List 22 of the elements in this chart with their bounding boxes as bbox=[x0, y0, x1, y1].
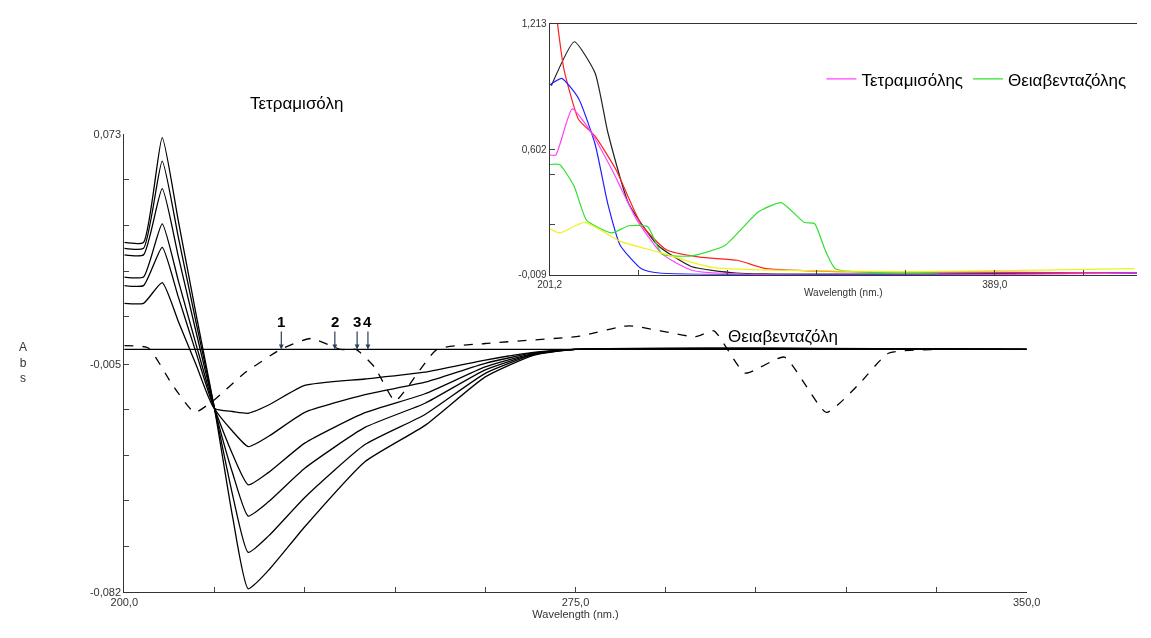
y-tick-label: -0,082 bbox=[89, 585, 122, 598]
x-axis-title: Wavelength (nm.) bbox=[804, 287, 883, 299]
x-tick-label: 201,2 bbox=[537, 278, 563, 290]
annotation: 2 bbox=[331, 313, 340, 330]
x-axis-title: Wavelength (nm.) bbox=[532, 607, 619, 620]
annotation: 1 bbox=[277, 313, 286, 330]
annotation: 4 bbox=[363, 313, 372, 330]
y-tick-label: -0,005 bbox=[89, 358, 122, 371]
series-label: Θειαβενταζόλη bbox=[728, 327, 839, 346]
y-tick-label: 0,073 bbox=[93, 127, 122, 140]
x-tick-label: 275,0 bbox=[561, 595, 590, 608]
legend-label: Τετραμισόλης bbox=[861, 70, 964, 90]
y-tick-label: 0,602 bbox=[521, 143, 548, 155]
y-axis-title: Abs bbox=[19, 340, 28, 386]
x-tick-label: 200,0 bbox=[110, 595, 139, 608]
x-tick-label: 350,0 bbox=[1012, 595, 1041, 608]
legend-label: Θειαβενταζόλης bbox=[1008, 70, 1127, 90]
y-tick-label: 1,213 bbox=[521, 18, 548, 30]
y-tick-label: -0,009 bbox=[518, 269, 548, 281]
annotation: 3 bbox=[353, 313, 362, 330]
chart-title: Τετραμισόλη bbox=[250, 94, 344, 113]
x-tick-label: 389,0 bbox=[982, 278, 1008, 290]
